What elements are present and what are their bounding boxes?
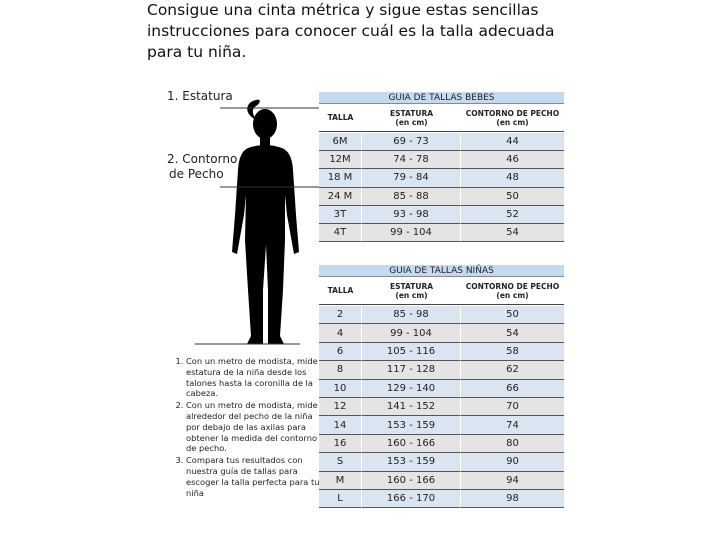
table-cell: 69 - 73	[362, 133, 461, 152]
table-cell: 50	[461, 187, 564, 206]
table-cell: 54	[461, 324, 564, 343]
table-cell: 12M	[319, 151, 362, 170]
table-cell: 24 M	[319, 187, 362, 206]
table-header: TALLA	[319, 277, 362, 305]
header-unit: (en cm)	[496, 117, 529, 127]
table-cell: 3T	[319, 205, 362, 224]
table-cell: S	[319, 453, 362, 472]
header-unit: (en cm)	[496, 290, 529, 300]
table-title: GUIA DE TALLAS NIÑAS	[319, 265, 564, 277]
table-title: GUIA DE TALLAS BEBES	[319, 92, 564, 104]
table-cell: 99 - 104	[362, 224, 461, 243]
table-cell: 105 - 116	[362, 342, 461, 362]
table-cell: 16	[319, 434, 362, 454]
table-cell: 54	[461, 224, 564, 243]
table-cell: 4T	[319, 224, 362, 243]
table-cell: 2	[319, 306, 362, 325]
label: 2. Contorno	[167, 152, 238, 166]
table-cell: 18 M	[319, 169, 362, 188]
header-text: ESTATURA	[389, 108, 434, 118]
header-text: ESTATURA	[389, 281, 434, 291]
table-cell: 58	[461, 342, 564, 362]
header-text: TALLA	[327, 286, 354, 295]
table-cell: 6M	[319, 133, 362, 152]
table-cell: 70	[461, 398, 564, 417]
table-header: TALLA	[319, 104, 362, 132]
table-cell: 79 - 84	[362, 169, 461, 188]
table-cell: 166 - 170	[362, 490, 461, 509]
instructions: Con un metro de modista, mide la estatur…	[172, 356, 328, 499]
table-cell: 74 - 78	[362, 151, 461, 170]
intro-text: Consigue una cinta métrica y sigue estas…	[147, 1, 555, 61]
header-text: CONTORNO DE PECHO	[465, 281, 560, 291]
instruction-item: Con un metro de modista, mide alrededor …	[186, 400, 328, 454]
label: 1. Estatura	[167, 89, 233, 103]
table-cell: 129 - 140	[362, 379, 461, 398]
table-cell: 14	[319, 416, 362, 435]
table-cell: 74	[461, 416, 564, 435]
table-cell: 93 - 98	[362, 205, 461, 224]
table-cell: 99 - 104	[362, 324, 461, 343]
table-cell: 85 - 98	[362, 306, 461, 325]
header-text: TALLA	[327, 113, 354, 122]
table-header: ESTATURA (en cm)	[362, 277, 461, 305]
table-cell: 44	[461, 133, 564, 152]
instruction-item: Compara tus resultados con nuestra guía …	[186, 455, 328, 498]
table-cell: 62	[461, 361, 564, 380]
instruction-item: Con un metro de modista, mide la estatur…	[186, 356, 328, 399]
table-cell: 153 - 159	[362, 416, 461, 435]
table-cell: 98	[461, 490, 564, 509]
table-cell: 6	[319, 342, 362, 362]
table-cell: 8	[319, 361, 362, 380]
table-cell: 90	[461, 453, 564, 472]
table-header: ESTATURA (en cm)	[362, 104, 461, 132]
table-cell: 46	[461, 151, 564, 170]
table-cell: 141 - 152	[362, 398, 461, 417]
label: de Pecho	[169, 167, 224, 181]
table-cell: 12	[319, 398, 362, 417]
table-cell: 52	[461, 205, 564, 224]
table-cell: 117 - 128	[362, 361, 461, 380]
table-cell: L	[319, 490, 362, 509]
table-header: CONTORNO DE PECHO (en cm)	[461, 104, 564, 132]
header-unit: (en cm)	[395, 290, 428, 300]
header-text: CONTORNO DE PECHO	[465, 108, 560, 118]
table-header: CONTORNO DE PECHO (en cm)	[461, 277, 564, 305]
table-cell: 160 - 166	[362, 471, 461, 490]
table-cell: 66	[461, 379, 564, 398]
table-cell: 85 - 88	[362, 187, 461, 206]
table-cell: 160 - 166	[362, 434, 461, 454]
table-cell: 94	[461, 471, 564, 490]
table-cell: 48	[461, 169, 564, 188]
table-cell: 50	[461, 306, 564, 325]
table-cell: 4	[319, 324, 362, 343]
table-cell: M	[319, 471, 362, 490]
header-unit: (en cm)	[395, 117, 428, 127]
table-cell: 10	[319, 379, 362, 398]
table-cell: 153 - 159	[362, 453, 461, 472]
table-cell: 80	[461, 434, 564, 454]
